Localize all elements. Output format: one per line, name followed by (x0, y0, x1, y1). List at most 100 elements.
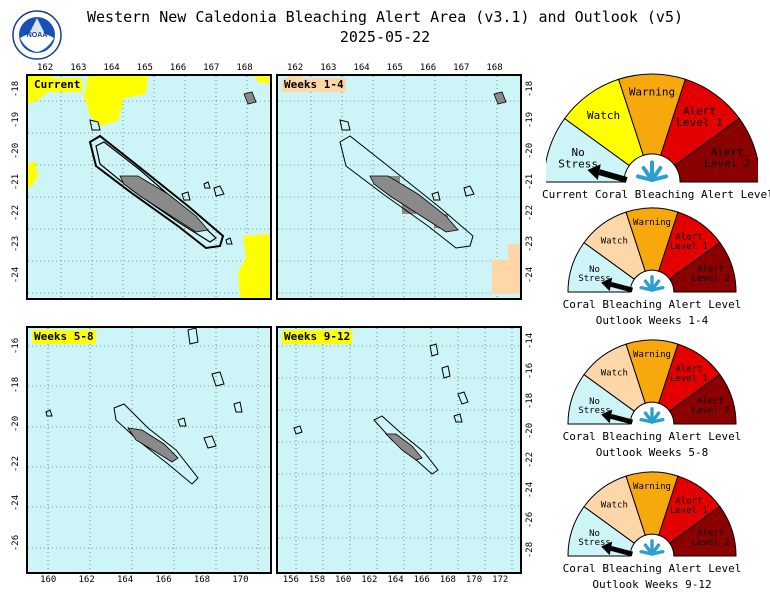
alert-gauge: No Stress Watch Warning Alert Level 1 Alert Lev… (542, 72, 770, 201)
alert-gauge: No Stress Watch Warning Alert Level 1 Alert Lev… (563, 338, 741, 459)
x-tick-label: 166 (169, 63, 187, 73)
x-tick-label: 163 (320, 63, 337, 73)
gauge-label: Level 2 (692, 406, 730, 416)
x-tick-label: 168 (236, 63, 253, 73)
gauge-label: Level 1 (670, 242, 708, 252)
y-tick-label: -24 (525, 482, 535, 499)
gauge-label: Watch (601, 500, 628, 510)
gauge-label: Level 1 (670, 374, 708, 384)
panel-label-current: Current (32, 78, 83, 92)
gauge-caption: Coral Bleaching Alert Level (562, 430, 742, 443)
gauge-needle-head (601, 541, 613, 556)
gauge-caption: Current Coral Bleaching Alert Level (542, 188, 770, 201)
x-tick-label: 165 (386, 63, 403, 73)
x-tick-label: 170 (465, 575, 483, 585)
gauge-label: Stress (578, 274, 611, 284)
x-tick-label: 165 (136, 63, 153, 73)
map-panel-weeks-9-12: Weeks 9-12 (276, 326, 522, 574)
y-tick-label: -24 (525, 267, 535, 284)
y-tick-label: -28 (525, 541, 535, 559)
y-tick-label: -20 (11, 143, 21, 160)
y-tick-label: -26 (525, 512, 535, 529)
watch-area (254, 76, 270, 84)
y-tick-label: -23 (525, 236, 535, 253)
y-tick-label: -18 (11, 376, 21, 394)
x-tick-label: 168 (193, 575, 211, 585)
page-date: 2025-05-22 (339, 28, 431, 46)
y-tick-label: -24 (11, 495, 21, 512)
gauge-label: Warning (633, 218, 671, 228)
gauge-label: Alert (697, 528, 724, 538)
gauge-label: Watch (601, 236, 628, 246)
alert-gauge: No Stress Watch Warning Alert Level 1 Alert Lev… (563, 206, 741, 327)
gauge-label: Watch (601, 368, 628, 378)
y-tick-label: -24 (11, 267, 21, 284)
y-tick-label: -22 (525, 205, 535, 222)
gauge-label: Alert (683, 105, 716, 118)
gauge-caption: Coral Bleaching Alert Level (562, 298, 742, 311)
x-tick-label: 158 (308, 575, 326, 585)
y-tick-label: -21 (11, 174, 21, 191)
gauge-label: Warning (633, 350, 671, 360)
noaa-logo: NOAA (12, 10, 62, 60)
watch-area (28, 161, 38, 188)
map-panel-current: Current (26, 74, 272, 300)
x-tick-label: 167 (203, 63, 220, 73)
gauge-needle-head (601, 409, 613, 424)
x-tick-label: 162 (36, 63, 54, 73)
x-tick-label: 163 (70, 63, 87, 73)
gauge-needle (610, 413, 633, 425)
y-tick-label: -23 (11, 236, 21, 253)
y-tick-label: -18 (525, 81, 535, 98)
gauge-label: Alert (697, 264, 724, 274)
gauge-label: Alert (675, 365, 702, 375)
y-tick-label: -22 (525, 452, 535, 469)
gauge-label: Alert (711, 146, 744, 159)
gauge-label: Alert (675, 233, 702, 243)
gauge-label: Stress (578, 538, 611, 548)
gauge-label: Warning (633, 482, 671, 492)
x-tick-label: 164 (103, 63, 120, 73)
gauge-label: No (572, 146, 585, 159)
y-tick-label: -20 (11, 416, 21, 433)
coral-icon (636, 160, 668, 182)
gauge-label: Alert (697, 396, 724, 406)
gauge-label: Alert (675, 497, 702, 507)
panel-label-weeks-1-4: Weeks 1-4 (282, 78, 346, 92)
gauge-label: No (589, 529, 600, 539)
gauge-caption-outlook: Outlook Weeks 9-12 (592, 578, 712, 591)
alert-area-outline (88, 134, 225, 250)
gauge-label: No (589, 397, 600, 407)
coral-icon (639, 275, 665, 292)
y-tick-label: -21 (525, 174, 535, 191)
x-tick-label: 166 (419, 63, 437, 73)
watch-area (492, 260, 520, 294)
x-tick-label: 162 (286, 63, 304, 73)
watch-area (84, 76, 148, 126)
gauge-seg-alert-2 (668, 373, 737, 425)
y-tick-label: -19 (11, 112, 21, 129)
y-tick-label: -20 (525, 422, 535, 439)
gauge-label: Stress (558, 158, 598, 171)
gauge-seg-alert-2 (668, 505, 737, 557)
gauge-label: Level 1 (676, 116, 722, 129)
map-panel-weeks-1-4: Weeks 1-4 (276, 74, 522, 300)
x-tick-label: 166 (413, 575, 430, 585)
alert-area-outline (95, 141, 217, 243)
x-tick-label: 172 (492, 575, 509, 585)
x-tick-label: 167 (453, 63, 470, 73)
gauge-label: Level 2 (692, 538, 730, 548)
x-tick-label: 164 (353, 63, 370, 73)
gauge-needle-head (587, 164, 601, 181)
gauge-caption: Coral Bleaching Alert Level (562, 562, 742, 575)
gauge-label: Stress (578, 406, 611, 416)
alert-gauge: No Stress Watch Warning Alert Level 1 Alert Lev… (563, 470, 741, 591)
gauge-label: Watch (587, 109, 620, 122)
y-tick-label: -18 (525, 392, 535, 409)
x-tick-label: 164 (116, 575, 134, 585)
gauge-needle (598, 169, 628, 183)
gauge-label: Level 2 (704, 157, 750, 170)
page-title: Western New Caledonia Bleaching Alert Ar… (86, 8, 684, 26)
x-tick-label: 160 (40, 575, 57, 585)
panel-label-weeks-5-8: Weeks 5-8 (32, 330, 96, 344)
